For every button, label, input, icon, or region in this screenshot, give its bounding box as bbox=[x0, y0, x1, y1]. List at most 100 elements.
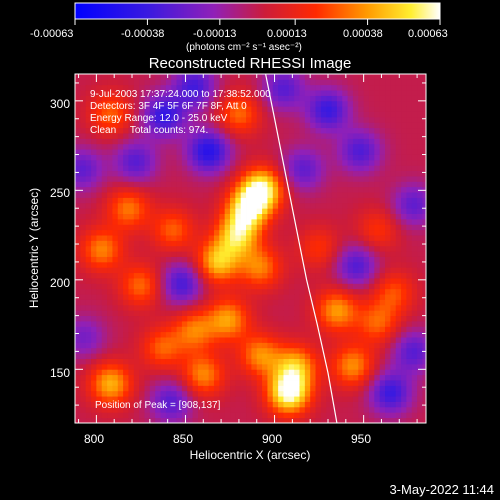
heatmap-cell bbox=[139, 261, 145, 268]
heatmap-cell bbox=[171, 337, 177, 343]
heatmap-cell bbox=[181, 229, 188, 236]
heatmap-cell bbox=[278, 310, 284, 317]
heatmap-cell bbox=[411, 267, 418, 274]
heatmap-cell bbox=[299, 331, 306, 338]
heatmap-cell bbox=[411, 401, 418, 408]
heatmap-cell bbox=[374, 90, 381, 96]
heatmap-cell bbox=[144, 111, 151, 118]
heatmap-cell bbox=[224, 138, 231, 145]
heatmap-cell bbox=[176, 261, 183, 268]
heatmap-cell bbox=[304, 315, 311, 322]
heatmap-cell bbox=[294, 369, 300, 376]
heatmap-cell bbox=[336, 294, 343, 300]
heatmap-cell bbox=[240, 229, 247, 236]
heatmap-cell bbox=[411, 181, 418, 188]
heatmap-cell bbox=[342, 358, 349, 365]
heatmap-cell bbox=[352, 224, 359, 231]
heatmap-cell bbox=[331, 79, 338, 86]
heatmap-cell bbox=[347, 133, 354, 139]
heatmap-cell bbox=[160, 385, 167, 392]
heatmap-cell bbox=[139, 138, 145, 145]
heatmap-cell bbox=[139, 363, 145, 370]
heatmap-cell bbox=[160, 406, 167, 413]
heatmap-cell bbox=[187, 95, 193, 102]
heatmap-cell bbox=[197, 256, 204, 263]
heatmap-cell bbox=[144, 406, 151, 413]
heatmap-cell bbox=[230, 342, 236, 349]
heatmap-cell bbox=[256, 90, 263, 96]
heatmap-cell bbox=[176, 267, 183, 274]
heatmap-cell bbox=[272, 342, 279, 349]
heatmap-cell bbox=[107, 74, 113, 80]
heatmap-cell bbox=[326, 320, 332, 327]
heatmap-cell bbox=[304, 100, 311, 107]
heatmap-cell bbox=[75, 385, 81, 392]
heatmap-cell bbox=[278, 197, 284, 204]
heatmap-cell bbox=[117, 283, 124, 290]
heatmap-cell bbox=[165, 385, 172, 392]
heatmap-cell bbox=[326, 74, 332, 80]
heatmap-cell bbox=[181, 396, 188, 402]
heatmap-cell bbox=[304, 353, 311, 359]
heatmap-cell bbox=[230, 100, 236, 107]
heatmap-cell bbox=[310, 401, 316, 408]
heatmap-cell bbox=[251, 218, 258, 225]
heatmap-cell bbox=[128, 95, 135, 102]
heatmap-cell bbox=[197, 272, 204, 279]
heatmap-cell bbox=[149, 95, 156, 102]
heatmap-cell bbox=[219, 380, 226, 386]
heatmap-cell bbox=[240, 369, 247, 376]
heatmap-cell bbox=[385, 122, 391, 129]
heatmap-cell bbox=[320, 396, 327, 402]
heatmap-cell bbox=[326, 294, 332, 300]
heatmap-cell bbox=[176, 95, 183, 102]
heatmap-cell bbox=[326, 256, 332, 263]
heatmap-cell bbox=[304, 224, 311, 231]
heatmap-cell bbox=[395, 90, 402, 96]
heatmap-cell bbox=[342, 74, 349, 80]
heatmap-cell bbox=[213, 111, 220, 118]
heatmap-cell bbox=[101, 218, 108, 225]
heatmap-cell bbox=[401, 390, 407, 397]
heatmap-cell bbox=[304, 347, 311, 354]
heatmap-cell bbox=[112, 326, 119, 333]
heatmap-cell bbox=[203, 267, 210, 274]
heatmap-cell bbox=[385, 310, 391, 317]
heatmap-cell bbox=[240, 245, 247, 252]
heatmap-cell bbox=[165, 235, 172, 241]
heatmap-cell bbox=[187, 256, 193, 263]
heatmap-cell bbox=[80, 95, 87, 102]
heatmap-cell bbox=[107, 106, 113, 112]
heatmap-cell bbox=[181, 106, 188, 112]
heatmap-cell bbox=[187, 272, 193, 279]
heatmap-cell bbox=[197, 197, 204, 204]
heatmap-cell bbox=[219, 122, 226, 129]
heatmap-cell bbox=[235, 369, 242, 376]
heatmap-cell bbox=[347, 106, 354, 112]
heatmap-cell bbox=[171, 412, 177, 419]
heatmap-cell bbox=[310, 192, 316, 198]
heatmap-cell bbox=[401, 385, 407, 392]
heatmap-cell bbox=[107, 159, 113, 166]
heatmap-cell bbox=[176, 245, 183, 252]
heatmap-cell bbox=[294, 100, 300, 107]
heatmap-cell bbox=[224, 149, 231, 155]
heatmap-cell bbox=[310, 412, 316, 419]
heatmap-cell bbox=[417, 347, 423, 354]
heatmap-cell bbox=[192, 218, 199, 225]
heatmap-cell bbox=[385, 116, 391, 123]
heatmap-cell bbox=[256, 84, 263, 91]
heatmap-cell bbox=[224, 272, 231, 279]
heatmap-cell bbox=[235, 374, 242, 381]
heatmap-cell bbox=[230, 181, 236, 188]
heatmap-cell bbox=[336, 331, 343, 338]
heatmap-cell bbox=[422, 320, 426, 327]
heatmap-cell bbox=[230, 369, 236, 376]
heatmap-cell bbox=[203, 363, 210, 370]
heatmap-cell bbox=[267, 192, 274, 198]
heatmap-cell bbox=[278, 154, 284, 161]
heatmap-cell bbox=[390, 154, 397, 161]
heatmap-cell bbox=[422, 278, 426, 284]
heatmap-cell bbox=[320, 165, 327, 172]
heatmap-cell bbox=[283, 288, 290, 295]
